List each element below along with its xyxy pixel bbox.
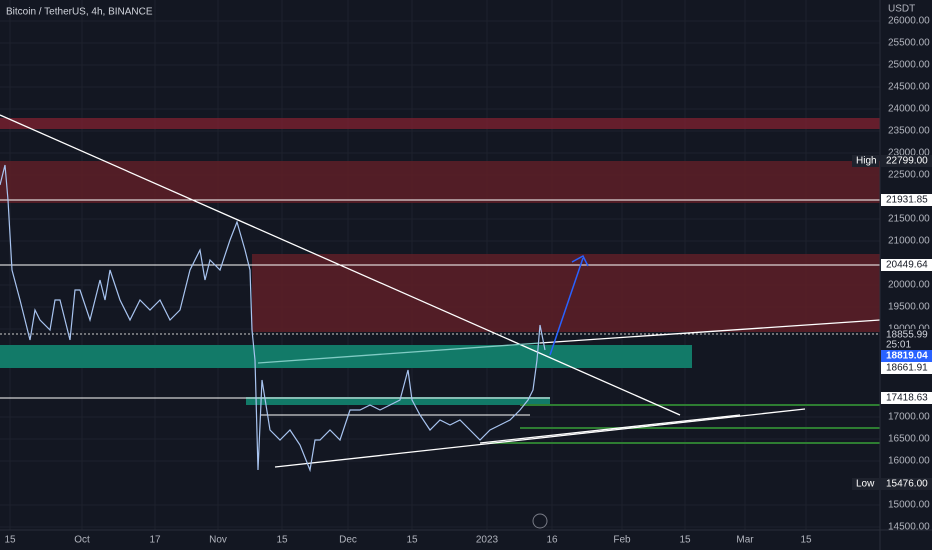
price-label: 26000.00 bbox=[888, 16, 930, 27]
tag-label: High bbox=[856, 156, 877, 167]
price-label: 16500.00 bbox=[888, 434, 930, 445]
price-label: 24500.00 bbox=[888, 82, 930, 93]
tag-box bbox=[881, 329, 932, 351]
price-label: 16000.00 bbox=[888, 456, 930, 467]
price-tag: 20449.64 bbox=[881, 259, 932, 271]
price-label: 24000.00 bbox=[888, 104, 930, 115]
tag-label-box bbox=[852, 155, 879, 167]
time-label: Dec bbox=[339, 535, 357, 546]
price-label: 20000.00 bbox=[888, 280, 930, 291]
tag-value: 21931.85 bbox=[886, 195, 928, 206]
price-label: 22500.00 bbox=[888, 170, 930, 181]
tag-box bbox=[881, 478, 932, 490]
price-label: 15000.00 bbox=[888, 500, 930, 511]
tag-value: 20449.64 bbox=[886, 260, 928, 271]
tag-box bbox=[881, 259, 932, 271]
price-tag: 18819.04 bbox=[881, 350, 932, 362]
resistance-zone bbox=[252, 254, 880, 332]
tag-value: 17418.63 bbox=[886, 393, 928, 404]
resistance-zone bbox=[0, 118, 880, 129]
tag-value: 18819.04 bbox=[886, 351, 928, 362]
time-label: 15 bbox=[276, 535, 288, 546]
time-label: 15 bbox=[800, 535, 812, 546]
price-tag: 15476.00 Low bbox=[852, 478, 932, 490]
chart-title: Bitcoin / TetherUS, 4h, BINANCE bbox=[6, 7, 153, 18]
replay-icon[interactable] bbox=[532, 513, 548, 529]
arrow-head bbox=[571, 254, 589, 267]
time-label: Mar bbox=[736, 535, 754, 546]
time-label: 16 bbox=[546, 535, 558, 546]
tag-label: Low bbox=[856, 479, 875, 490]
time-label: 2023 bbox=[476, 535, 499, 546]
price-label: 23500.00 bbox=[888, 126, 930, 137]
price-label: 17000.00 bbox=[888, 412, 930, 423]
time-label: 15 bbox=[4, 535, 16, 546]
tag-countdown: 25:01 bbox=[886, 340, 911, 351]
time-label: 15 bbox=[406, 535, 418, 546]
time-label: 17 bbox=[149, 535, 161, 546]
projection-arrow bbox=[549, 257, 584, 356]
price-label: 19500.00 bbox=[888, 302, 930, 313]
price-tag: 21931.85 bbox=[881, 194, 932, 206]
tag-box bbox=[881, 194, 932, 206]
tag-value: 18661.91 bbox=[886, 363, 928, 374]
price-label: 21000.00 bbox=[888, 236, 930, 247]
tag-box bbox=[881, 350, 932, 362]
time-label: Oct bbox=[74, 535, 90, 546]
price-tag: 17418.63 bbox=[881, 392, 932, 404]
time-label: Feb bbox=[613, 535, 631, 546]
trend-line bbox=[257, 342, 541, 364]
price-label: 14500.00 bbox=[888, 522, 930, 533]
price-tag: 18661.91 bbox=[881, 362, 932, 374]
axes: 26000.00 25500.00 25000.00 24500.00 24000.00… bbox=[4, 16, 932, 546]
tag-value: 18855.99 bbox=[886, 330, 928, 341]
resistance-zone bbox=[0, 161, 880, 203]
price-label: 25000.00 bbox=[888, 60, 930, 71]
price-series bbox=[0, 164, 546, 473]
tag-box bbox=[881, 392, 932, 404]
price-label: 21500.00 bbox=[888, 214, 930, 225]
trend-line bbox=[274, 408, 806, 468]
trend-line bbox=[479, 414, 741, 444]
tag-box bbox=[881, 155, 932, 167]
tag-label-box bbox=[852, 478, 879, 490]
trend-line bbox=[0, 114, 681, 416]
price-unit: USDT bbox=[888, 4, 915, 15]
time-label: 15 bbox=[679, 535, 691, 546]
trend-line bbox=[539, 319, 881, 344]
tag-value: 15476.00 bbox=[886, 479, 928, 490]
tag-value: 22799.00 bbox=[886, 156, 928, 167]
price-label: 23000.00 bbox=[888, 148, 930, 159]
time-label: Nov bbox=[209, 535, 227, 546]
price-label: 25500.00 bbox=[888, 38, 930, 49]
tag-box bbox=[881, 362, 932, 374]
price-tag: 22799.00 High bbox=[852, 155, 932, 167]
